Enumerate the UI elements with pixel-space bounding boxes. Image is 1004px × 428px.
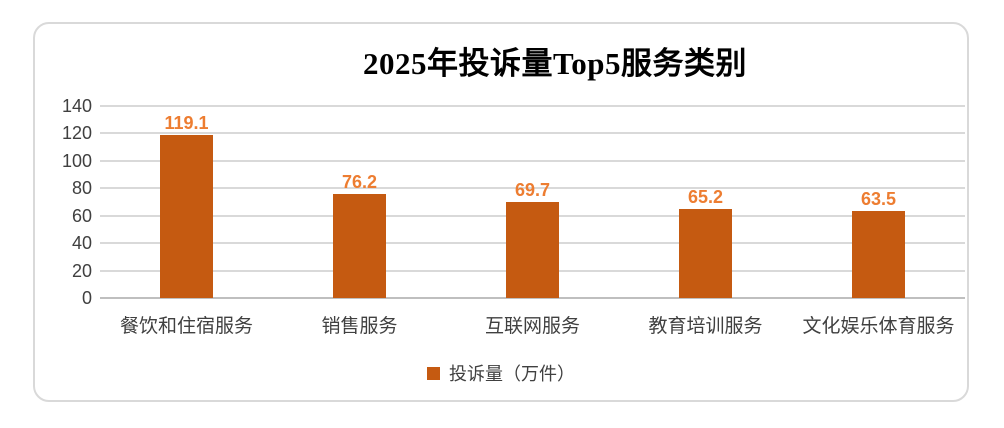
bar-column: 76.2: [273, 106, 446, 298]
legend-swatch-icon: [427, 366, 440, 380]
bar-value-label: 119.1: [164, 112, 209, 133]
y-axis-tick-labels: 0 20 40 60 80 100 120 140: [35, 97, 92, 307]
y-tick-label-100: 100: [61, 150, 92, 171]
x-category-label: 教育培训服务: [648, 316, 763, 337]
y-tick-label-40: 40: [71, 233, 92, 254]
bar: [333, 193, 386, 298]
y-tick-label-0: 0: [81, 288, 92, 308]
bar: [852, 210, 905, 298]
y-tick-label-60: 60: [71, 205, 92, 226]
bar-value-label: 65.2: [687, 186, 724, 207]
gridline-80: [100, 187, 965, 190]
legend: 投诉量（万件）: [35, 360, 967, 386]
bar-value-label: 76.2: [341, 171, 378, 192]
bar: [160, 134, 213, 298]
x-category-label: 互联网服务: [484, 316, 580, 337]
gridline-120: [100, 132, 965, 135]
x-category-label: 销售服务: [321, 316, 398, 337]
y-tick-label-20: 20: [71, 260, 92, 281]
plot-area: 119.1 76.2 69.7 65.2 63.5: [100, 105, 965, 299]
bar-column: 119.1: [100, 106, 273, 298]
gridline-100: [100, 159, 965, 162]
chart-frame: 2025年投诉量Top5服务类别 0 20 40 60 80 100 120 140 119.…: [33, 22, 969, 402]
y-tick-label-140: 140: [61, 96, 92, 116]
bar: [679, 208, 732, 298]
bar-series: 119.1 76.2 69.7 65.2 63.5: [100, 106, 965, 298]
y-tick-label-120: 120: [61, 123, 92, 144]
bar-column: 63.5: [792, 106, 965, 298]
bar: [506, 202, 559, 298]
legend-label: 投诉量（万件）: [449, 364, 575, 384]
bar-column: 65.2: [619, 106, 792, 298]
x-axis-category-labels: 餐饮和住宿服务 销售服务 互联网服务 教育培训服务 文化娱乐体育服务: [100, 314, 965, 340]
bar-value-label: 63.5: [860, 188, 897, 209]
bar-value-label: 69.7: [514, 180, 551, 201]
x-category-label: 文化娱乐体育服务: [802, 316, 955, 337]
x-category-label: 餐饮和住宿服务: [119, 316, 253, 337]
bar-column: 69.7: [446, 106, 619, 298]
x-axis-line: [100, 297, 965, 299]
chart-title: 2025年投诉量Top5服务类别: [362, 46, 748, 81]
y-tick-label-80: 80: [71, 178, 92, 199]
gridline-140: [100, 105, 965, 107]
